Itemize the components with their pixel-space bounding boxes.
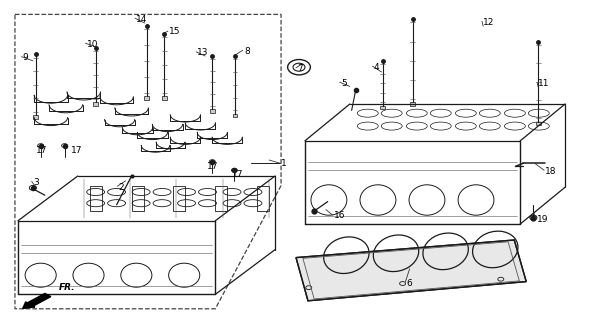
Text: 14: 14 — [136, 15, 148, 24]
Text: 18: 18 — [545, 167, 557, 176]
Text: 17: 17 — [207, 162, 218, 171]
Bar — [144, 96, 149, 100]
FancyArrow shape — [23, 293, 51, 308]
Text: 3: 3 — [33, 178, 39, 187]
Bar — [162, 96, 167, 100]
Text: FR.: FR. — [59, 283, 75, 292]
Bar — [233, 114, 237, 117]
Text: 6: 6 — [407, 279, 413, 288]
Text: 2: 2 — [118, 183, 124, 192]
Text: 17: 17 — [71, 146, 82, 155]
Text: 8: 8 — [244, 47, 250, 56]
Text: 15: 15 — [169, 28, 181, 36]
Bar — [210, 109, 215, 113]
Text: 16: 16 — [334, 212, 345, 220]
Text: 7: 7 — [297, 64, 303, 73]
Bar — [93, 102, 98, 106]
Text: 10: 10 — [87, 40, 98, 49]
Bar — [536, 122, 541, 125]
Text: 11: 11 — [538, 79, 550, 88]
Bar — [380, 106, 385, 109]
Polygon shape — [296, 240, 526, 301]
Text: 17: 17 — [36, 146, 47, 155]
Text: 19: 19 — [537, 215, 548, 224]
Text: 13: 13 — [197, 48, 209, 57]
Text: 9: 9 — [23, 53, 29, 62]
Bar — [410, 102, 415, 106]
Text: 1: 1 — [281, 159, 287, 168]
Bar — [33, 115, 38, 119]
Text: 4: 4 — [374, 63, 379, 72]
Text: 17: 17 — [232, 170, 243, 179]
Text: 5: 5 — [341, 79, 347, 88]
Text: 12: 12 — [483, 18, 495, 27]
